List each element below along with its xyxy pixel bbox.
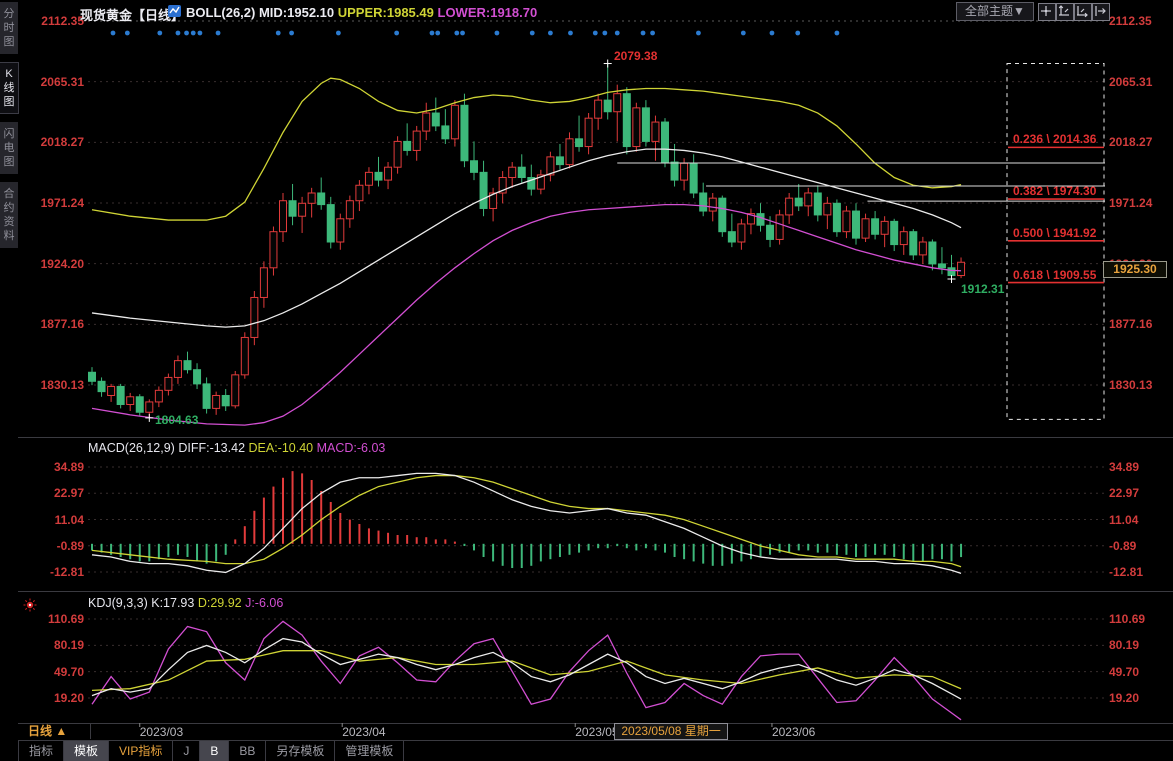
period-selector[interactable]: 日线 ▲ xyxy=(18,724,91,739)
kdj-indicator-header: KDJ(9,3,3) K:17.93 D:29.92 J:-6.06 xyxy=(88,596,283,610)
macd-indicator-header: MACD(26,12,9) DIFF:-13.42 DEA:-10.40 MAC… xyxy=(88,441,385,455)
scale-y-axis-icon[interactable] xyxy=(1056,3,1074,21)
sidebar-item-tab[interactable]: 闪电图 xyxy=(0,122,18,174)
kdj-d-value: D:29.92 xyxy=(197,596,242,610)
sidebar-item-active[interactable]: K线图 xyxy=(0,62,19,114)
left-sidebar: 分时图 K线图闪电图合约资料 xyxy=(0,0,19,761)
last-price-tag: 1925.30 xyxy=(1103,261,1167,278)
sidebar-item-tab[interactable]: 合约资料 xyxy=(0,182,18,248)
boll-upper-value: UPPER:1985.49 xyxy=(337,5,434,20)
high-price-annotation: 2079.38 xyxy=(614,49,658,63)
boll-name: BOLL(26,2) xyxy=(186,5,256,20)
boll-indicator-header: BOLL(26,2) MID:1952.10 UPPER:1985.49 LOW… xyxy=(186,5,537,20)
indicator-alert-icon[interactable] xyxy=(22,597,38,618)
tab-vip[interactable]: VIP指标 xyxy=(109,741,174,761)
tab-item[interactable]: 管理模板 xyxy=(335,741,405,761)
tab-item[interactable]: BB xyxy=(229,741,267,761)
pan-right-icon[interactable] xyxy=(1092,3,1110,21)
bottom-tab-bar: 指标 模板 VIP指标 J B BB 另存模板 管理模板 xyxy=(18,741,405,761)
boll-lower-value: LOWER:1918.70 xyxy=(437,5,538,20)
theme-dropdown-button[interactable]: 全部主题▼ xyxy=(956,2,1034,21)
crosshair-date-tag: 2023/05/08 星期一 xyxy=(614,723,728,740)
pan-icon[interactable] xyxy=(1038,3,1056,21)
indicator-icon[interactable] xyxy=(168,4,182,18)
sidebar-item-tab[interactable]: 分时图 xyxy=(0,2,18,54)
boll-mid-value: MID:1952.10 xyxy=(258,5,335,20)
chart-title: 现货黄金【日线】 xyxy=(80,8,185,23)
macd-name: MACD(26,12,9) xyxy=(88,441,175,455)
recent-low-annotation: 1912.31 xyxy=(961,282,1005,296)
macd-diff-value: DIFF:-13.42 xyxy=(178,441,246,455)
kdj-j-value: J:-6.06 xyxy=(245,596,284,610)
tab-item[interactable]: 另存模板 xyxy=(266,741,336,761)
tab-item[interactable]: 指标 xyxy=(19,741,65,761)
macd-dea-value: DEA:-10.40 xyxy=(248,441,314,455)
tab-active[interactable]: B xyxy=(200,741,230,761)
macd-value: MACD:-6.03 xyxy=(316,441,386,455)
kdj-name: KDJ(9,3,3) xyxy=(88,596,148,610)
low-price-annotation: 1804.63 xyxy=(155,413,199,427)
tab-active[interactable]: 模板 xyxy=(64,741,110,761)
kdj-k-value: K:17.93 xyxy=(151,596,195,610)
scale-x-axis-icon[interactable] xyxy=(1074,3,1092,21)
tab-item[interactable]: J xyxy=(173,741,201,761)
